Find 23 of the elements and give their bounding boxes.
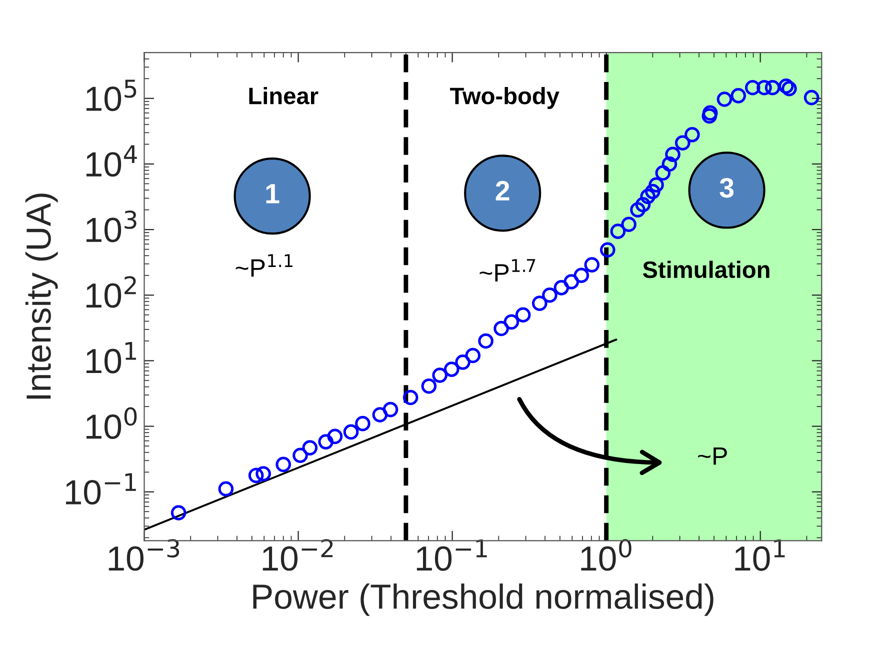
y-tick-label: 10$^{4}$ (86, 145, 137, 177)
x-tick-label: 10$^{1}$ (735, 539, 785, 571)
annotation: 1 (266, 184, 280, 204)
y-tick-label: 10$^{0}$ (86, 407, 137, 439)
x-axis-title: Power (Threshold normalised) (253, 583, 714, 616)
annotation: ~P$^{1.1}$ (236, 254, 292, 277)
x-tick-label: 10$^{−3}$ (108, 539, 180, 571)
y-tick-label: 10$^{2}$ (86, 276, 136, 308)
y-tick-label: 10$^{5}$ (86, 80, 136, 112)
x-tick-label: 10$^{0}$ (581, 539, 632, 571)
annotation: Linear (249, 86, 318, 104)
y-tick-label: 10$^{1}$ (86, 342, 136, 374)
y-tick-label: 10$^{3}$ (86, 210, 136, 242)
annotation: Stimulation (642, 260, 770, 278)
annotation: ~P$^{1.7}$ (480, 259, 536, 282)
annotation: ~P (698, 447, 727, 465)
annotation: 3 (720, 178, 734, 198)
x-tick-label: 10$^{−2}$ (262, 539, 333, 571)
annotation: Two-body (450, 86, 560, 109)
y-axis-title: Intensity (UA) (25, 194, 58, 399)
annotation: 2 (496, 180, 510, 200)
x-tick-label: 10$^{−1}$ (416, 539, 487, 571)
y-tick-label: 10$^{−1}$ (66, 473, 136, 505)
